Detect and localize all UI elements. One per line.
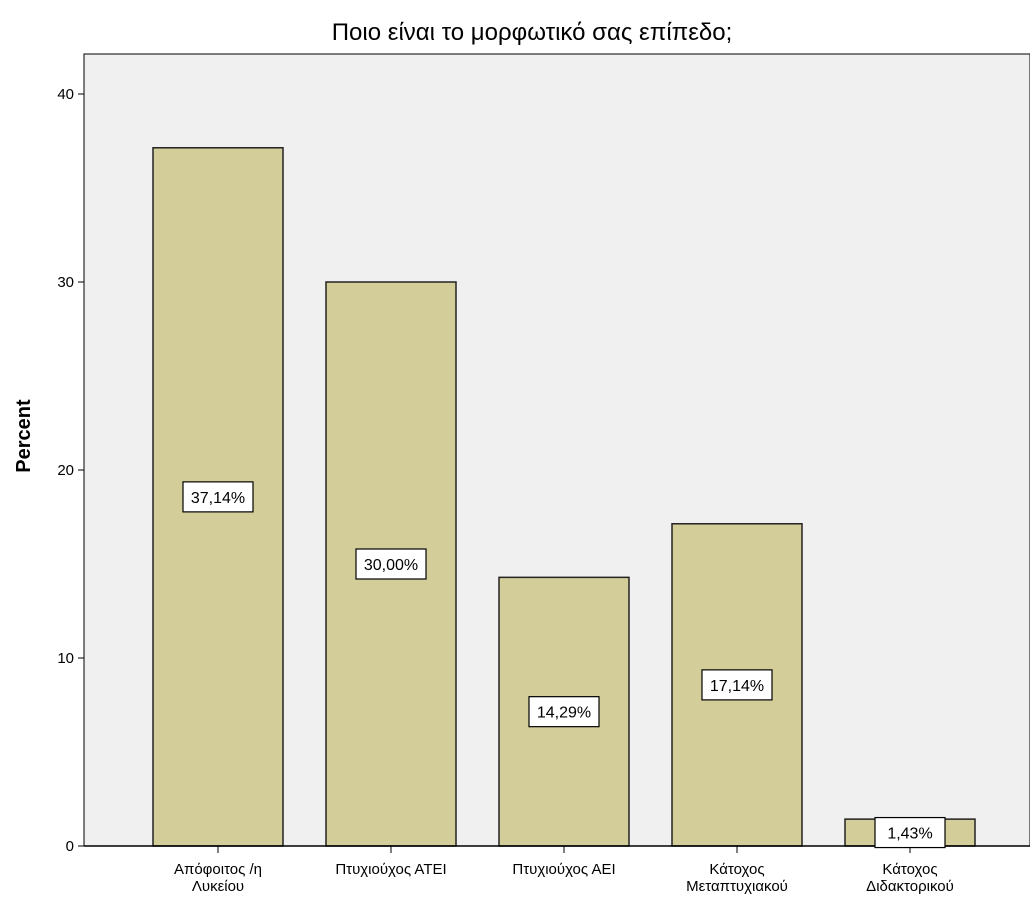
y-tick-label: 0	[66, 838, 74, 855]
x-tick-label: Απόφοιτος /η	[174, 861, 262, 878]
x-tick-label: Πτυχιούχος ΑΤΕΙ	[335, 861, 446, 878]
x-tick-label: Διδακτορικού	[866, 878, 954, 895]
y-tick-label: 10	[57, 650, 74, 667]
data-label-box	[355, 548, 427, 580]
x-tick-label: Κάτοχος	[709, 861, 764, 878]
data-label-box	[701, 669, 773, 701]
data-label: 17,14%	[710, 678, 764, 695]
data-label: 1,43%	[887, 826, 932, 843]
y-axis-label: Percent	[13, 399, 35, 473]
x-tick-label: Μεταπτυχιακού	[686, 878, 788, 895]
data-label: 37,14%	[191, 490, 245, 507]
data-label-box	[528, 696, 600, 728]
y-tick-label: 30	[57, 274, 74, 291]
y-tick-label: 40	[57, 86, 74, 103]
data-label-box	[874, 816, 946, 849]
data-labels: 37,14% 30,00% 14,29% 17,14% 1,43%	[182, 481, 946, 849]
data-label-box	[182, 481, 254, 513]
data-label: 14,29%	[537, 705, 591, 722]
x-tick-label: Κάτοχος	[882, 861, 937, 878]
chart-title: Ποιο είναι το μορφωτικό σας επίπεδο;	[332, 19, 733, 46]
x-tick-label: Πτυχιούχος ΑΕΙ	[512, 861, 615, 878]
x-tick-label: Λυκείου	[192, 878, 244, 895]
data-label: 30,00%	[364, 557, 418, 574]
y-axis: 0 10 20 30 40	[57, 54, 85, 855]
y-tick-label: 20	[57, 462, 74, 479]
